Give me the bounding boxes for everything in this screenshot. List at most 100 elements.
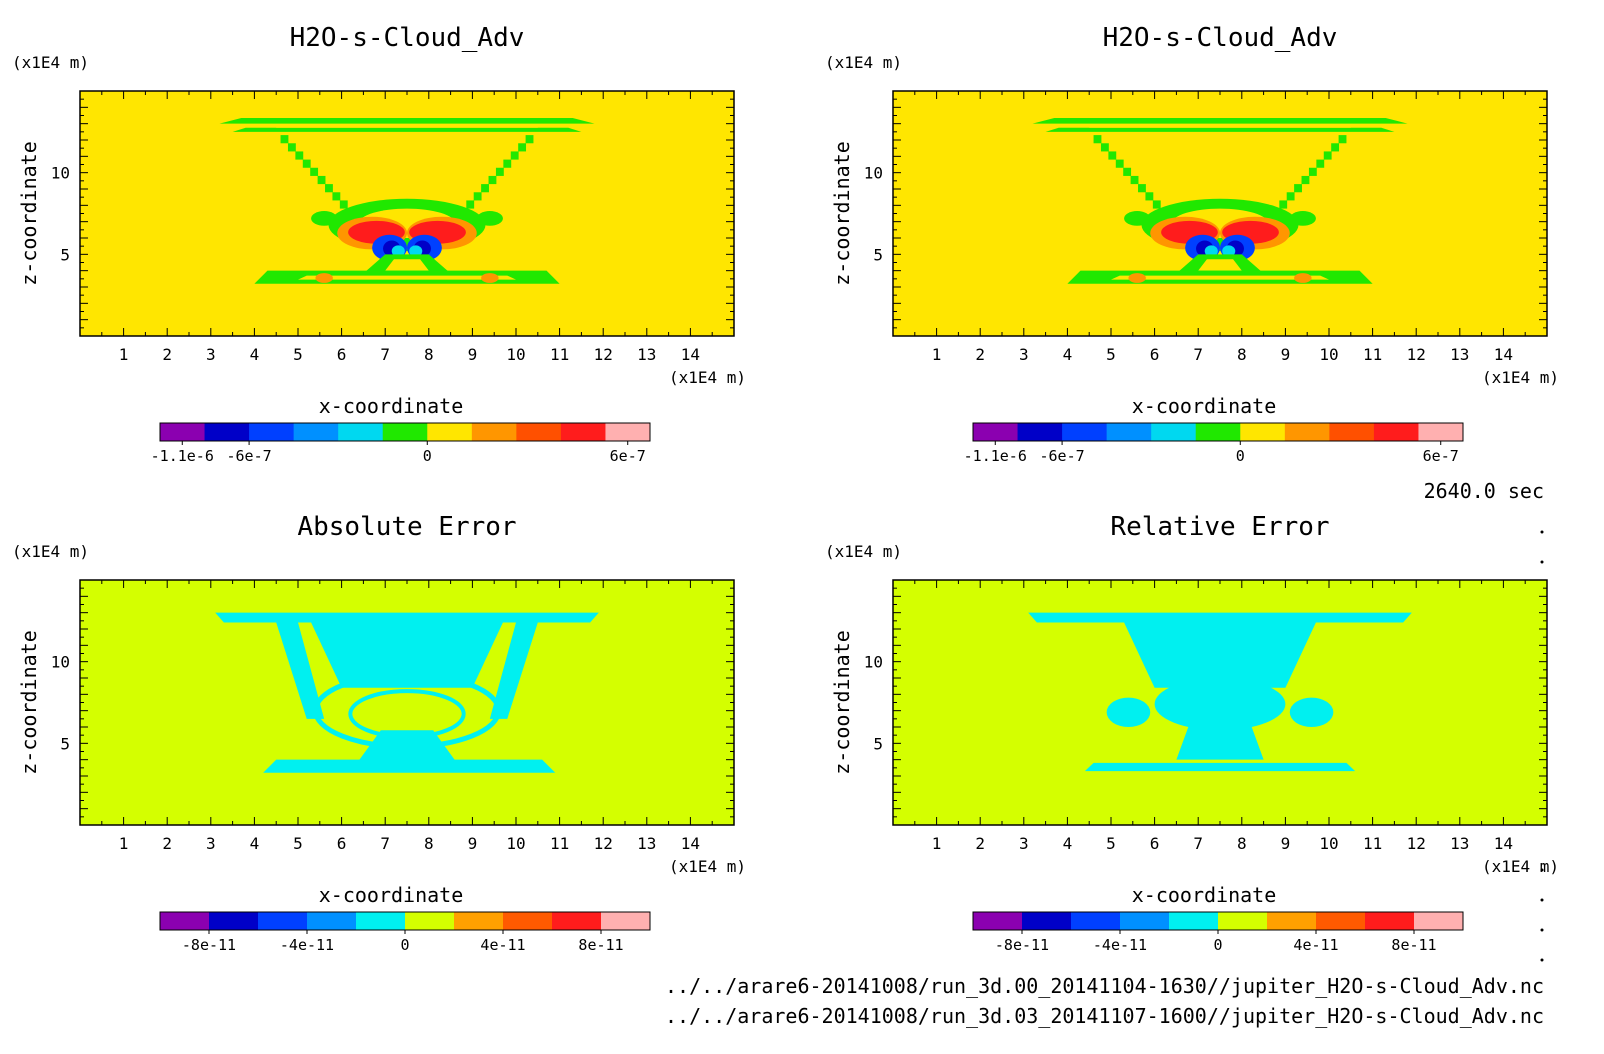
x-tick-label: 10 [1319, 834, 1338, 853]
colorbar-segment [1218, 912, 1268, 930]
right-wall-step [510, 151, 519, 160]
contour-field [1028, 612, 1412, 772]
colorbar-segment [258, 912, 308, 930]
right-wall-step [1286, 192, 1295, 201]
left-wall-step [332, 192, 341, 201]
x-tick-label: 4 [250, 345, 260, 364]
error-lower-band [263, 759, 556, 773]
colorbar-segment [1120, 912, 1170, 930]
colorbar-segment [405, 912, 455, 930]
x-tick-label: 10 [1319, 345, 1338, 364]
x-tick-label: 1 [932, 345, 942, 364]
x-tick-label: 4 [250, 834, 260, 853]
right-wall-step [1301, 175, 1310, 185]
x-unit-label: (x1E4 m) [1482, 368, 1559, 387]
right-wall-step [525, 135, 534, 144]
left-wall-step [1115, 159, 1124, 168]
x-tick-label: 14 [681, 834, 700, 853]
x-tick-label: 2 [162, 345, 172, 364]
colorbar: -1.1e-6 -6e-7 0 6e-7 [151, 422, 651, 465]
colorbar-segment [1267, 912, 1317, 930]
anvil-top-band [1032, 117, 1408, 124]
x-tick-label: 1 [119, 834, 129, 853]
error-stem [354, 730, 460, 767]
x-tick-label: 12 [1407, 834, 1426, 853]
panel-title: Relative Error [1110, 512, 1329, 542]
left-wall-step [295, 151, 304, 160]
colorbar-label: 8e-11 [578, 936, 623, 954]
x-tick-label: 8 [1237, 345, 1247, 364]
right-wall-step [481, 184, 489, 193]
right-wall-step [503, 159, 512, 168]
right-core-cyan [1222, 245, 1236, 257]
file-path-1: ../../arare6-20141008/run_3d.00_20141104… [665, 974, 1544, 998]
left-wall-step [1108, 151, 1117, 160]
lower-band-gap [1111, 275, 1329, 280]
x-tick-label: 7 [380, 345, 390, 364]
right-wall-step [488, 175, 497, 185]
y-tick-label: 10 [864, 653, 883, 672]
x-tick-label: 3 [1019, 345, 1029, 364]
panel-4: Relative Error(x1E4 m)1 2 3 4 5 6 7 8 9 10 11 12 13 1… [825, 512, 1559, 954]
x-tick-label: 3 [206, 834, 216, 853]
colorbar-segment [293, 423, 339, 441]
panel-2: H2O-s-Cloud_Adv(x1E4 m)1 2 3 4 5 6 7 8 9 10 11 12 13… [825, 23, 1559, 465]
left-wall-step [325, 184, 333, 193]
colorbar-label: 4e-11 [480, 936, 525, 954]
colorbar-frame [159, 422, 651, 442]
colorbar-segment [209, 912, 259, 930]
x-tick-label: 11 [1363, 345, 1382, 364]
colorbar-segment [471, 423, 517, 441]
colorbar-frame [972, 422, 1464, 442]
error-body [1124, 622, 1316, 688]
colorbar-label: -6e-7 [1040, 447, 1085, 465]
left-core-cyan [391, 245, 405, 257]
side-dots [1540, 530, 1544, 962]
x-axis-title: x-coordinate [1132, 883, 1277, 907]
left-side-blob [1124, 211, 1151, 226]
panel-title: Absolute Error [297, 512, 516, 542]
x-tick-label: 13 [637, 345, 656, 364]
x-axis-title: x-coordinate [319, 883, 464, 907]
x-unit-label: (x1E4 m) [1482, 857, 1559, 876]
left-wall-step [302, 159, 311, 168]
lower-left-orange [315, 273, 333, 283]
colorbar-segment [338, 423, 384, 441]
anvil-lower-band [232, 127, 582, 132]
x-tick-label: 14 [681, 345, 700, 364]
colorbar: -1.1e-6 -6e-7 0 6e-7 [964, 422, 1464, 465]
colorbar: -8e-11 -4e-11 0 4e-11 8e-11 [972, 911, 1464, 954]
colorbar-segment [1240, 423, 1286, 441]
colorbar-label: 0 [423, 447, 432, 465]
left-wall-step [280, 135, 289, 144]
x-tick-label: 9 [1281, 834, 1291, 853]
colorbar-label: 8e-11 [1391, 936, 1436, 954]
x-tick-label: 6 [337, 834, 347, 853]
x-tick-label: 2 [162, 834, 172, 853]
right-wall-step [466, 200, 475, 209]
x-tick-label: 5 [293, 834, 303, 853]
left-wall-step [1138, 184, 1146, 193]
y-axis-title: z-coordinate [17, 630, 41, 775]
x-tick-label: 10 [506, 834, 525, 853]
x-tick-label: 12 [1407, 345, 1426, 364]
error-left-blob [1106, 697, 1151, 727]
colorbar: -8e-11 -4e-11 0 4e-11 8e-11 [159, 911, 651, 954]
y-tick-label: 5 [60, 245, 70, 264]
right-wall-step [1308, 167, 1317, 176]
x-tick-label: 8 [424, 834, 434, 853]
colorbar-label: -8e-11 [995, 936, 1049, 954]
left-wall-step [1130, 175, 1139, 185]
colorbar-label: -4e-11 [1093, 936, 1147, 954]
colorbar-segment [454, 912, 504, 930]
left-wall-step [1152, 200, 1161, 209]
right-wall-step [518, 143, 527, 152]
x-tick-label: 1 [932, 834, 942, 853]
right-wall-step [1323, 151, 1332, 160]
colorbar-segment [356, 912, 406, 930]
colorbar-segment [382, 423, 428, 441]
y-axis-title: z-coordinate [830, 630, 854, 775]
left-wall-step [317, 175, 326, 185]
anvil-gap [1089, 125, 1351, 128]
x-tick-label: 2 [975, 345, 985, 364]
